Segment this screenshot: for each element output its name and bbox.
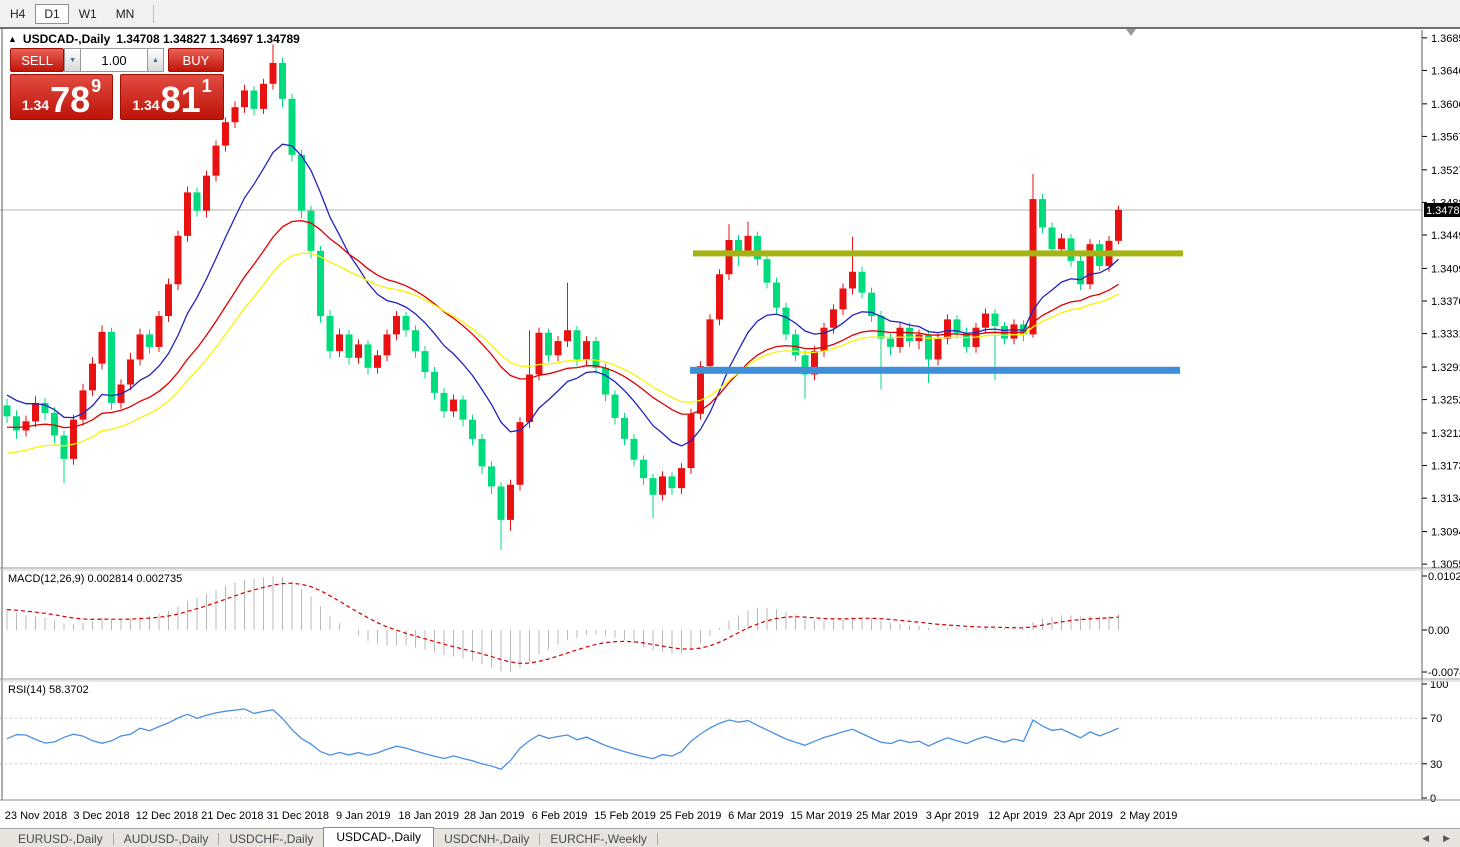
sell-price-big: 78 [50, 79, 91, 120]
svg-text:23 Apr 2019: 23 Apr 2019 [1054, 810, 1113, 822]
collapse-triangle-icon[interactable]: ▲ [8, 34, 17, 44]
svg-text:1.33310: 1.33310 [1431, 329, 1460, 341]
buy-price-sup: 1 [201, 76, 212, 96]
svg-text:100: 100 [1430, 679, 1448, 691]
timeframe-mn[interactable]: MN [115, 6, 135, 21]
svg-text:1.35270: 1.35270 [1431, 165, 1460, 177]
macd-label: MACD(12,26,9) 0.002814 0.002735 [8, 573, 183, 585]
svg-text:1.31730: 1.31730 [1431, 461, 1460, 473]
svg-text:0.010229: 0.010229 [1428, 571, 1460, 583]
svg-text:1.35670: 1.35670 [1431, 131, 1460, 143]
svg-text:1.30550: 1.30550 [1431, 559, 1460, 571]
svg-text:1.33700: 1.33700 [1431, 296, 1460, 308]
svg-text:1.34090: 1.34090 [1431, 263, 1460, 275]
svg-text:23 Nov 2018: 23 Nov 2018 [5, 810, 67, 822]
buy-price-button[interactable]: 1.34 81 1 [120, 74, 224, 120]
svg-text:1.34490: 1.34490 [1431, 230, 1460, 242]
symbol-label: USDCAD-,Daily [22, 32, 111, 46]
svg-text:25 Mar 2019: 25 Mar 2019 [856, 810, 918, 822]
svg-text:21 Dec 2018: 21 Dec 2018 [201, 810, 263, 822]
svg-text:0: 0 [1430, 793, 1436, 805]
chart-title: ▲ USDCAD-,Daily 1.34708 1.34827 1.34697 … [8, 32, 300, 46]
svg-text:1.32910: 1.32910 [1431, 362, 1460, 374]
triangle-up-icon: ▲ [151, 56, 159, 64]
svg-text:6 Feb 2019: 6 Feb 2019 [532, 810, 588, 822]
buy-price-big: 81 [160, 79, 201, 120]
timeframe-h4[interactable]: H4 [10, 6, 26, 21]
triangle-down-icon: ▼ [69, 56, 77, 64]
svg-text:28 Jan 2019: 28 Jan 2019 [464, 810, 525, 822]
volume-input[interactable] [81, 48, 148, 72]
timeframe-d1[interactable]: D1 [35, 3, 69, 24]
timeframe-toolbar: H4 D1 W1 MN [0, 0, 1460, 29]
buy-button[interactable]: BUY [167, 48, 224, 72]
svg-text:1.31340: 1.31340 [1431, 493, 1460, 505]
svg-text:30: 30 [1430, 759, 1442, 771]
tab-usdcnh[interactable]: USDCNH-,Daily [444, 831, 530, 846]
timeframe-w1[interactable]: W1 [78, 6, 97, 21]
svg-text:70: 70 [1430, 713, 1442, 725]
one-click-trading-panel: SELL ▼ ▲ BUY 1.34 78 9 1.34 81 1 [10, 48, 224, 120]
rsi-label: RSI(14) 58.3702 [8, 684, 89, 696]
sell-price-button[interactable]: 1.34 78 9 [10, 74, 113, 120]
svg-text:1.36850: 1.36850 [1431, 33, 1460, 45]
svg-text:3 Dec 2018: 3 Dec 2018 [73, 810, 129, 822]
ohlc-values: 1.34708 1.34827 1.34697 1.34789 [116, 32, 300, 46]
svg-text:1.36060: 1.36060 [1431, 99, 1460, 111]
svg-text:2 May 2019: 2 May 2019 [1120, 810, 1177, 822]
svg-text:1.32520: 1.32520 [1431, 395, 1460, 407]
svg-text:31 Dec 2018: 31 Dec 2018 [267, 810, 329, 822]
volume-decrease-button[interactable]: ▼ [64, 48, 82, 72]
sell-price-sup: 9 [91, 76, 102, 96]
svg-text:12 Apr 2019: 12 Apr 2019 [988, 810, 1047, 822]
svg-text:1.34789: 1.34789 [1426, 205, 1460, 217]
volume-increase-button[interactable]: ▲ [147, 48, 164, 72]
tab-audusd[interactable]: AUDUSD-,Daily [123, 831, 209, 846]
tab-usdchf[interactable]: USDCHF-,Daily [229, 831, 314, 846]
symbol-tab-bar: EURUSD-,Daily AUDUSD-,Daily USDCHF-,Dail… [0, 827, 1460, 847]
tab-eurusd[interactable]: EURUSD-,Daily [18, 831, 103, 846]
svg-text:6 Mar 2019: 6 Mar 2019 [728, 810, 784, 822]
svg-text:25 Feb 2019: 25 Feb 2019 [660, 810, 722, 822]
svg-text:1.32120: 1.32120 [1431, 428, 1460, 440]
svg-text:12 Dec 2018: 12 Dec 2018 [136, 810, 198, 822]
buy-price-prefix: 1.34 [132, 97, 160, 113]
tab-usdcad[interactable]: USDCAD-,Daily [323, 827, 435, 847]
svg-text:1.36460: 1.36460 [1431, 65, 1460, 77]
tabs-scroll-left-icon[interactable]: ◀ [1422, 833, 1430, 843]
svg-text:15 Feb 2019: 15 Feb 2019 [594, 810, 656, 822]
svg-text:3 Apr 2019: 3 Apr 2019 [926, 810, 979, 822]
tab-eurchf[interactable]: EURCHF-,Weekly [550, 831, 647, 846]
svg-text:-0.007477: -0.007477 [1428, 667, 1460, 679]
svg-text:15 Mar 2019: 15 Mar 2019 [791, 810, 853, 822]
svg-text:1.30940: 1.30940 [1431, 527, 1460, 539]
sell-price-prefix: 1.34 [21, 97, 50, 113]
svg-text:9 Jan 2019: 9 Jan 2019 [336, 810, 390, 822]
tabs-scroll-right-icon[interactable]: ▶ [1443, 833, 1450, 843]
sell-button[interactable]: SELL [10, 48, 65, 72]
svg-text:0.00: 0.00 [1428, 625, 1449, 637]
toolbar-separator [153, 4, 155, 23]
svg-text:18 Jan 2019: 18 Jan 2019 [398, 810, 459, 822]
